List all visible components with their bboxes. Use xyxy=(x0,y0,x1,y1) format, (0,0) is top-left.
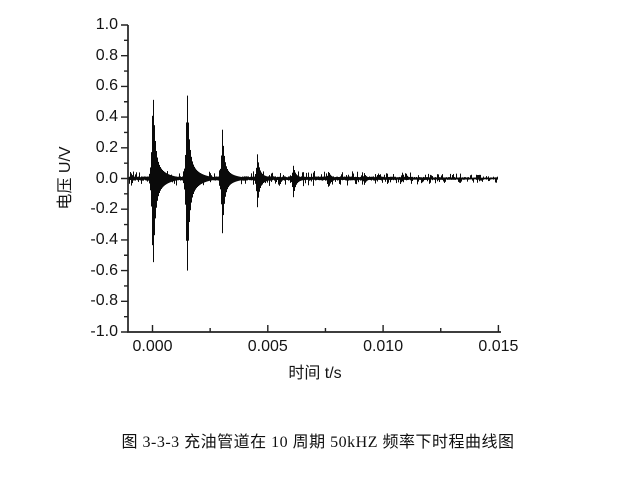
y-axis-title: 电压 U/V xyxy=(57,146,74,210)
figure-caption: 图 3-3-3 充油管道在 10 周期 50kHZ 频率下时程曲线图 xyxy=(121,434,515,451)
y-tick-label: 0.4 xyxy=(95,108,118,126)
x-tick-label: 0.005 xyxy=(247,338,288,355)
y-tick-label: 1.0 xyxy=(95,16,118,33)
y-tick-label: -0.2 xyxy=(90,200,118,218)
x-tick-label: 0.000 xyxy=(132,338,173,355)
y-tick-label: 0.8 xyxy=(95,46,118,64)
y-tick-label: 0.0 xyxy=(95,169,118,187)
y-tick-label: -1.0 xyxy=(90,323,118,340)
x-axis-title: 时间 t/s xyxy=(288,365,342,382)
y-tick-label: -0.6 xyxy=(90,261,118,279)
x-tick-label: 0.015 xyxy=(478,338,519,355)
axis-lines xyxy=(127,25,501,333)
y-tick-label: -0.4 xyxy=(90,230,118,248)
y-tick-label: 0.6 xyxy=(95,77,118,95)
axis-ticks xyxy=(121,24,500,333)
y-tick-label: 0.2 xyxy=(95,138,118,156)
y-tick-label: -0.8 xyxy=(90,292,118,310)
x-tick-label: 0.010 xyxy=(363,338,404,355)
